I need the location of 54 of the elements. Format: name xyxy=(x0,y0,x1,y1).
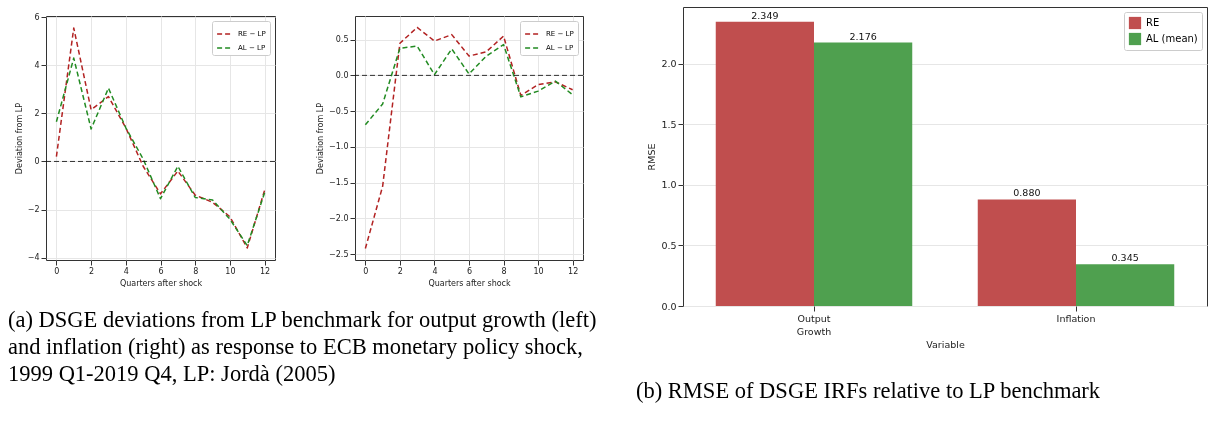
y-tick-label: 2.0 xyxy=(661,58,677,70)
bar xyxy=(977,199,1076,306)
y-axis-title: Deviation from LP xyxy=(14,102,24,175)
y-tick-label: 6 xyxy=(34,12,40,22)
y-tick-label: 2 xyxy=(34,108,40,118)
x-tick-label: 8 xyxy=(193,266,199,276)
y-axis-title: Deviation from LP xyxy=(316,102,326,175)
y-tick-label: −2 xyxy=(27,205,40,215)
y-tick-label: 4 xyxy=(34,60,40,70)
x-axis-title: Quarters after shock xyxy=(119,278,203,288)
y-tick-label: −2.5 xyxy=(329,249,349,259)
y-tick-label: 0.5 xyxy=(335,35,349,45)
x-tick-label: 4 xyxy=(123,266,129,276)
x-axis-title: Quarters after shock xyxy=(428,278,511,288)
x-tick-label: Output Growth xyxy=(796,312,832,337)
data-label: 2.349 xyxy=(751,9,779,21)
x-tick-label: 12 xyxy=(260,266,271,276)
data-label: 0.345 xyxy=(1111,252,1139,264)
y-tick-label: 1.0 xyxy=(661,179,677,191)
y-tick-label: 0.5 xyxy=(661,239,677,251)
line-series xyxy=(364,26,574,250)
x-tick-label: 8 xyxy=(501,266,507,276)
y-tick-label: −0.5 xyxy=(329,106,349,116)
x-tick-label: 4 xyxy=(432,266,438,276)
y-tick-label: −2.0 xyxy=(329,214,349,223)
text: (b) RMSE of DSGE IRFs relative to LP benchmark xyxy=(636,377,1102,404)
y-tick-label: 0 xyxy=(34,156,40,166)
y-axis-title: RMSE xyxy=(646,143,658,171)
bar xyxy=(715,21,814,306)
legend-label: AL (mean) xyxy=(1146,33,1198,44)
bar xyxy=(814,42,913,306)
data-label: 0.880 xyxy=(1013,187,1041,199)
data-label: 2.176 xyxy=(849,30,877,42)
y-tick-label: 1.5 xyxy=(661,118,677,130)
y-tick-label: 0.0 xyxy=(335,70,349,80)
line-series xyxy=(364,43,574,126)
y-tick-label: −4 xyxy=(27,253,40,263)
x-tick-label: 12 xyxy=(568,266,579,276)
x-tick-label: Inflation xyxy=(1056,312,1096,324)
x-tick-label: 6 xyxy=(466,266,473,276)
y-tick-label: −1.0 xyxy=(329,142,349,152)
y-tick-label: −1.5 xyxy=(329,178,349,188)
legend-label: RE xyxy=(1146,17,1160,28)
x-tick-label: 10 xyxy=(225,266,236,276)
x-tick-label: 0 xyxy=(363,266,369,276)
x-tick-label: 10 xyxy=(533,266,544,276)
x-axis-title: Variable xyxy=(926,339,965,350)
x-tick-label: 6 xyxy=(158,266,164,276)
text: (a) DSGE deviations from LP benchmark for output growth (left) and inflation (right) as response to ECB monetary policy shock, 1999 Q1-2019 Q4, LP: Jordà (2005) xyxy=(8,306,598,387)
x-tick-label: 2 xyxy=(89,266,95,276)
x-tick-label: 2 xyxy=(397,266,403,276)
bar xyxy=(1076,264,1175,306)
y-tick-label: 0.0 xyxy=(661,300,677,312)
x-tick-label: 0 xyxy=(54,266,60,276)
